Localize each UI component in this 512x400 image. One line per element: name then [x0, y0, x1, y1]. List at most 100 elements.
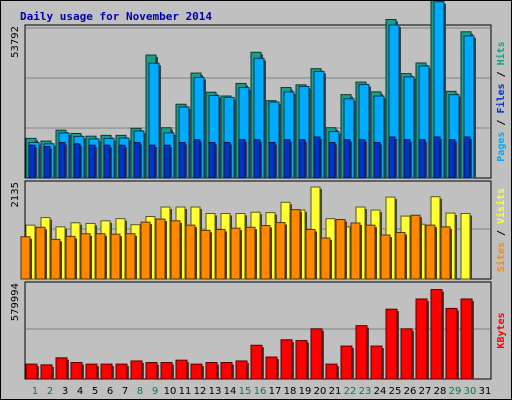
day-label-5: 5	[92, 386, 98, 397]
bar-kbytes-day-9	[145, 362, 158, 380]
day-label-30: 30	[464, 386, 477, 397]
bar-sites-day-4	[65, 235, 76, 280]
bar-kbytes-day-17	[265, 356, 278, 380]
day-label-1: 1	[32, 386, 38, 397]
panel-bottom: 579994 KBytes	[10, 281, 507, 380]
day-label-6: 6	[107, 386, 113, 397]
day-label-10: 10	[164, 386, 177, 397]
bar-pages-day-29	[448, 139, 456, 179]
day-label-8: 8	[137, 386, 143, 397]
legend-top: Pages / Files / Hits	[495, 41, 507, 161]
bar-pages-day-28	[433, 136, 441, 179]
chart-title: Daily usage for November 2014	[20, 10, 212, 23]
bar-kbytes-day-26	[400, 328, 413, 380]
bar-sites-day-5	[80, 233, 91, 280]
bar-kbytes-day-19	[295, 340, 308, 380]
bar-pages-day-21	[328, 141, 336, 179]
bar-sites-day-15	[230, 227, 241, 280]
bar-pages-day-7	[118, 144, 126, 179]
day-label-21: 21	[329, 386, 342, 397]
bar-visits-day-30	[460, 213, 471, 280]
series-sites	[20, 209, 452, 280]
bar-kbytes-day-15	[235, 360, 248, 380]
bar-pages-day-10	[163, 144, 171, 179]
bar-sites-day-17	[260, 225, 271, 280]
bar-pages-day-17	[268, 141, 276, 179]
day-label-26: 26	[404, 386, 417, 397]
bar-sites-day-21	[320, 237, 331, 280]
bar-kbytes-day-25	[385, 308, 398, 380]
bar-kbytes-day-20	[310, 328, 323, 380]
ymax-label-middle: 2135	[10, 182, 21, 207]
bar-sites-day-14	[215, 228, 226, 280]
bar-kbytes-day-11	[175, 359, 188, 380]
bar-kbytes-day-28	[430, 289, 443, 380]
bar-kbytes-day-1	[25, 363, 38, 380]
bar-pages-day-12	[193, 139, 201, 179]
day-label-17: 17	[269, 386, 282, 397]
bar-sites-day-1	[20, 236, 31, 280]
bar-kbytes-day-29	[445, 307, 458, 380]
bar-pages-day-30	[463, 136, 471, 179]
bar-sites-day-16	[245, 226, 256, 280]
bar-sites-day-9	[140, 221, 151, 280]
day-label-18: 18	[284, 386, 297, 397]
bar-sites-day-25	[380, 234, 391, 280]
bar-pages-day-23	[358, 139, 366, 179]
bar-pages-day-4	[73, 143, 81, 179]
bar-sites-day-2	[35, 226, 46, 280]
bar-kbytes-day-14	[220, 362, 233, 380]
panel-top: 53792 Pages / Files / Hits	[10, 1, 507, 179]
day-axis: 1 2 3 4 5 6 7 8 9 10 11 12 13 14 15 16 17 18 19 20 21 22 23 24 2…	[32, 386, 492, 397]
bar-pages-day-13	[208, 141, 216, 179]
bar-pages-day-19	[298, 139, 306, 179]
bar-pages-day-3	[58, 141, 66, 179]
bar-pages-day-6	[103, 144, 111, 179]
bar-kbytes-day-27	[415, 298, 428, 380]
bar-sites-day-18	[275, 222, 286, 280]
bar-pages-day-24	[373, 141, 381, 179]
bar-pages-day-16	[253, 139, 261, 179]
day-label-3: 3	[62, 386, 68, 397]
day-label-11: 11	[179, 386, 192, 397]
bar-kbytes-day-2	[40, 364, 53, 380]
bar-kbytes-day-5	[85, 363, 98, 380]
bar-sites-day-29	[440, 226, 451, 280]
bar-sites-day-24	[365, 224, 376, 280]
bar-sites-day-28	[425, 224, 436, 280]
bar-pages-day-11	[178, 141, 186, 179]
bar-pages-day-18	[283, 139, 291, 179]
bar-kbytes-day-23	[355, 325, 368, 380]
bar-pages-day-14	[223, 141, 231, 179]
bar-sites-day-3	[50, 238, 61, 280]
bar-sites-day-22	[335, 219, 346, 280]
bar-sites-day-27	[410, 214, 421, 280]
bar-pages-day-2	[43, 146, 51, 179]
bar-kbytes-day-16	[250, 344, 263, 380]
day-label-31: 31	[479, 386, 492, 397]
day-label-4: 4	[77, 386, 83, 397]
bar-pages-day-25	[388, 136, 396, 179]
day-label-2: 2	[47, 386, 53, 397]
bar-pages-day-8	[133, 141, 141, 179]
bar-kbytes-day-6	[100, 363, 113, 380]
bar-kbytes-day-8	[130, 360, 143, 380]
bar-kbytes-day-18	[280, 339, 293, 380]
bar-sites-day-13	[200, 229, 211, 280]
bar-kbytes-day-7	[115, 363, 128, 380]
day-label-27: 27	[419, 386, 432, 397]
panel-middle: 2135 Sites / Visits	[10, 180, 507, 280]
bar-sites-day-12	[185, 224, 196, 280]
bar-pages-day-5	[88, 144, 96, 179]
day-label-15: 15	[239, 386, 252, 397]
bar-pages-day-1	[28, 144, 36, 179]
bar-pages-day-9	[148, 144, 156, 179]
series-pages	[28, 136, 472, 179]
day-label-12: 12	[194, 386, 207, 397]
bar-sites-day-11	[170, 220, 181, 280]
day-label-29: 29	[449, 386, 462, 397]
ymax-label-top: 53792	[10, 26, 21, 58]
series-kbytes	[25, 289, 474, 380]
